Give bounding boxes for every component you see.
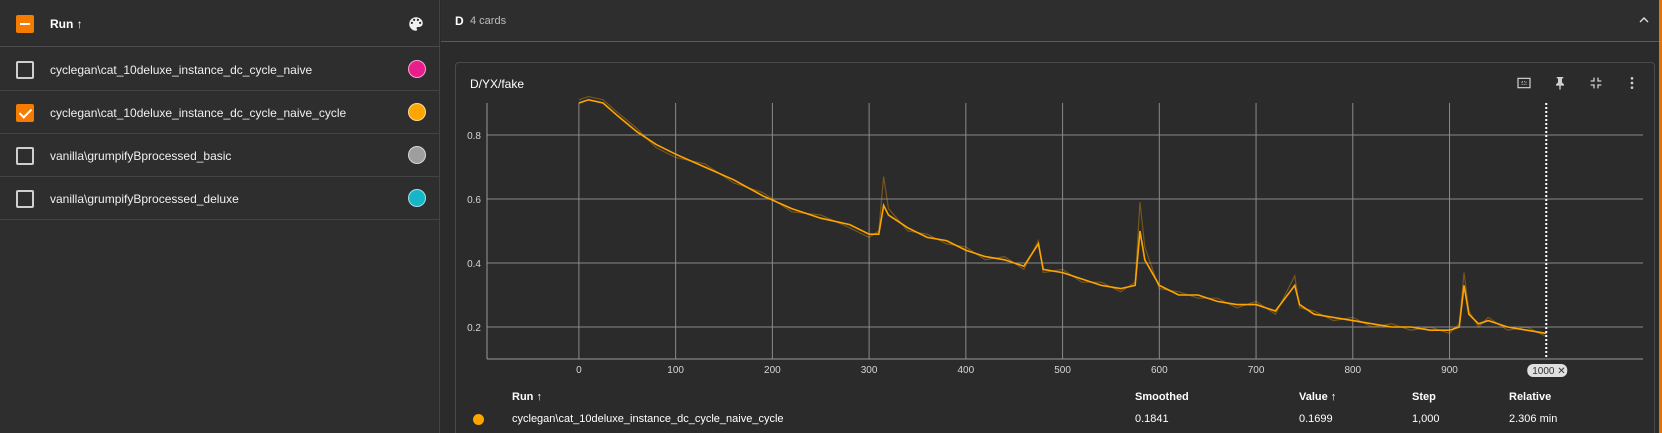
tooltip-run-color-dot <box>473 414 484 425</box>
runs-column-header[interactable]: Run ↑ <box>50 17 83 31</box>
run-label: vanilla\grumpifyBprocessed_deluxe <box>50 192 239 206</box>
tooltip-step: 1,000 <box>1412 413 1440 425</box>
y-tick-label: 0.4 <box>467 259 481 270</box>
run-row[interactable]: vanilla\grumpifyBprocessed_deluxe <box>0 177 440 220</box>
run-label: cyclegan\cat_10deluxe_instance_dc_cycle_… <box>50 106 347 120</box>
scroll-edge-indicator <box>1659 0 1662 433</box>
group-name: D <box>455 14 464 28</box>
x-tick-label: 700 <box>1248 365 1265 376</box>
more-vert-icon[interactable] <box>1624 75 1640 91</box>
run-row[interactable]: cyclegan\cat_10deluxe_instance_dc_cycle_… <box>0 91 440 134</box>
fit-domain-icon[interactable] <box>1516 75 1532 91</box>
run-checkbox[interactable] <box>16 61 34 79</box>
run-label: cyclegan\cat_10deluxe_instance_dc_cycle_… <box>50 63 313 77</box>
hover-step-badge <box>1527 364 1568 377</box>
main-area: D 4 cards D/YX/fake <box>441 0 1662 433</box>
scalar-card: D/YX/fake <box>455 62 1655 433</box>
tooltip-header-step: Step <box>1412 391 1436 403</box>
run-checkbox[interactable] <box>16 190 34 208</box>
close-icon: ✕ <box>1557 366 1565 377</box>
y-tick-label: 0.6 <box>467 195 481 206</box>
card-group-header[interactable]: D 4 cards <box>441 0 1662 42</box>
run-checkbox[interactable] <box>16 147 34 165</box>
tooltip-smoothed: 0.1841 <box>1135 413 1169 425</box>
tooltip-value: 0.1699 <box>1299 413 1333 425</box>
chevron-up-icon[interactable] <box>1636 12 1652 28</box>
select-all-checkbox[interactable] <box>16 15 34 33</box>
run-color-swatch[interactable] <box>408 60 426 78</box>
x-tick-label: 200 <box>764 365 781 376</box>
pin-icon[interactable] <box>1552 75 1568 91</box>
tooltip-header-value: Value ↑ <box>1299 391 1337 403</box>
run-color-swatch[interactable] <box>408 146 426 164</box>
tooltip-run: cyclegan\cat_10deluxe_instance_dc_cycle_… <box>512 413 784 425</box>
card-title: D/YX/fake <box>470 77 525 91</box>
run-row[interactable]: vanilla\grumpifyBprocessed_basic <box>0 134 440 177</box>
x-tick-label: 800 <box>1344 365 1361 376</box>
run-label: vanilla\grumpifyBprocessed_basic <box>50 149 232 163</box>
series-smoothed-line <box>578 98 1547 335</box>
runs-header: Run ↑ <box>0 0 440 47</box>
y-tick-label: 0.2 <box>467 323 481 334</box>
run-checkbox[interactable] <box>16 104 34 122</box>
tooltip-relative: 2.306 min <box>1509 413 1558 425</box>
card-toolbar <box>1516 75 1640 91</box>
run-color-swatch[interactable] <box>408 103 426 121</box>
tooltip-header-relative: Relative <box>1509 391 1552 403</box>
x-tick-label: 500 <box>1054 365 1071 376</box>
x-tick-label: 400 <box>958 365 975 376</box>
tooltip-header-smoothed: Smoothed <box>1135 391 1189 403</box>
group-card-count: 4 cards <box>470 15 507 27</box>
collapse-icon[interactable] <box>1588 75 1604 91</box>
x-tick-label: 300 <box>861 365 878 376</box>
runs-panel: Run ↑ cyclegan\cat_10deluxe_instance_dc_… <box>0 0 440 433</box>
run-color-swatch[interactable] <box>408 189 426 207</box>
hover-step-label: 1000 <box>1532 366 1555 377</box>
x-tick-label: 100 <box>667 365 684 376</box>
palette-icon[interactable] <box>407 15 425 33</box>
run-row[interactable]: cyclegan\cat_10deluxe_instance_dc_cycle_… <box>0 48 440 91</box>
x-tick-label: 900 <box>1441 365 1458 376</box>
x-tick-label: 600 <box>1151 365 1168 376</box>
tooltip-header-run: Run ↑ <box>512 391 542 403</box>
x-tick-label: 0 <box>576 365 582 376</box>
y-tick-label: 0.8 <box>467 131 481 142</box>
